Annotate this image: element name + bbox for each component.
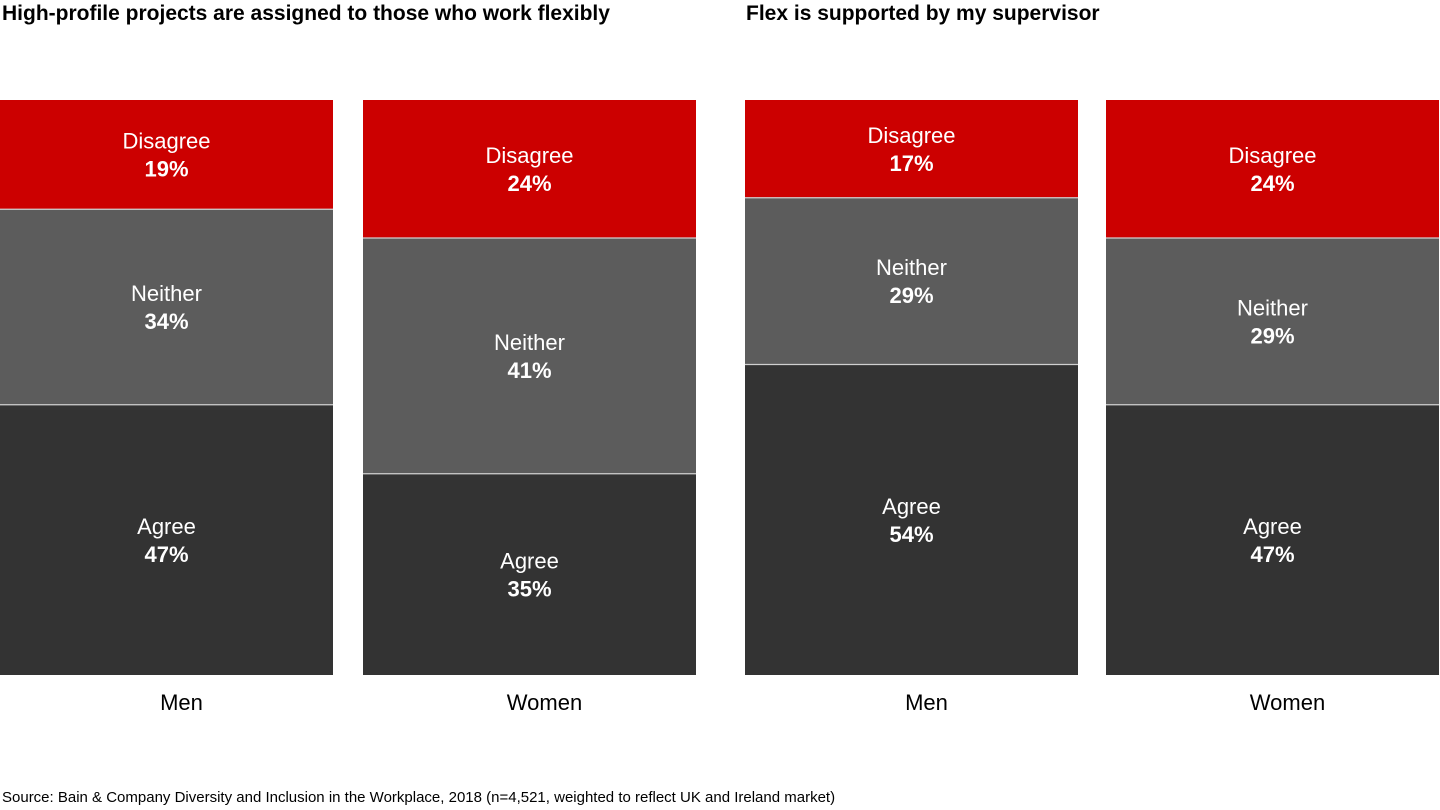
segment-value: 24%: [507, 171, 551, 196]
segment-value: 47%: [144, 542, 188, 567]
segment-label: Neither: [876, 255, 947, 280]
bar-segment-neither: [363, 238, 696, 474]
segment-value: 24%: [1250, 171, 1294, 196]
category-label: Women: [1250, 690, 1325, 715]
bar-segment-disagree: [0, 100, 333, 210]
segment-label: Disagree: [122, 129, 210, 154]
segment-value: 35%: [507, 576, 551, 601]
bar-segment-agree: [1106, 404, 1439, 675]
segment-label: Agree: [500, 548, 559, 573]
segment-value: 19%: [144, 157, 188, 182]
bar-segment-agree: [0, 404, 333, 675]
bar-segment-disagree: [1106, 100, 1439, 238]
bar-segment-agree: [745, 364, 1078, 675]
segment-value: 41%: [507, 358, 551, 383]
segment-value: 54%: [889, 522, 933, 547]
bar-segment-neither: [0, 209, 333, 405]
source-note: Source: Bain & Company Diversity and Inc…: [2, 789, 836, 806]
segment-label: Agree: [882, 494, 941, 519]
category-label: Men: [160, 690, 203, 715]
bar-segment-disagree: [363, 100, 696, 238]
bar-segment-agree: [363, 473, 696, 675]
segment-label: Neither: [494, 330, 565, 355]
segment-label: Disagree: [867, 123, 955, 148]
segment-label: Neither: [1237, 295, 1308, 320]
bar-segment-disagree: [745, 100, 1078, 198]
segment-label: Neither: [131, 281, 202, 306]
segment-label: Agree: [137, 514, 196, 539]
category-label: Men: [905, 690, 948, 715]
segment-label: Disagree: [485, 143, 573, 168]
chart-1-title: High-profile projects are assigned to th…: [2, 2, 610, 25]
segment-value: 17%: [889, 151, 933, 176]
segment-value: 29%: [889, 283, 933, 308]
bar-segment-neither: [1106, 238, 1439, 405]
bar-segment-neither: [745, 197, 1078, 365]
segment-value: 29%: [1250, 323, 1294, 348]
stacked-bar-charts: Disagree 19% Neither 34% Agree 47% Men Disagree…: [0, 100, 1439, 715]
segment-label: Disagree: [1228, 143, 1316, 168]
segment-value: 47%: [1250, 542, 1294, 567]
category-label: Women: [507, 690, 582, 715]
segment-value: 34%: [144, 309, 188, 334]
segment-label: Agree: [1243, 514, 1302, 539]
chart-2-title: Flex is supported by my supervisor: [746, 2, 1100, 25]
